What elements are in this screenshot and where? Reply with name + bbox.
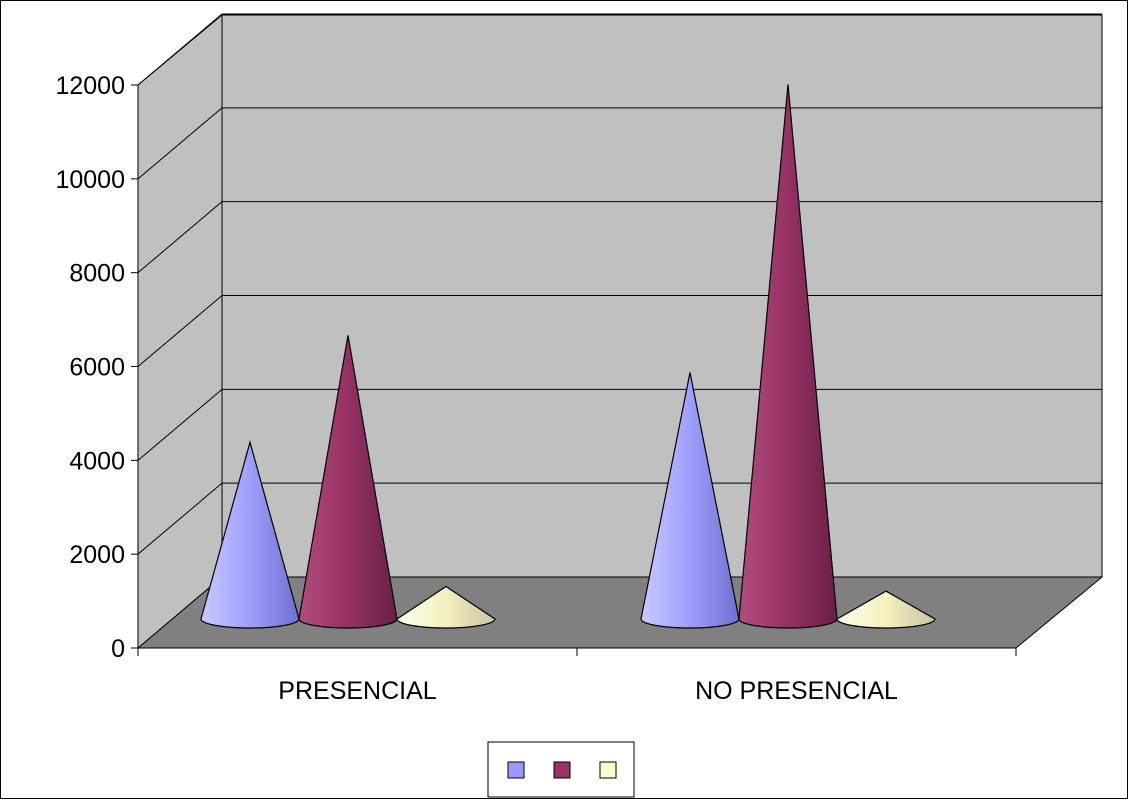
cones (200, 84, 936, 629)
gridline-side (137, 482, 223, 555)
cone-body (200, 440, 300, 629)
x-axis: PRESENCIAL NO PRESENCIAL (137, 648, 1017, 705)
cone-body (640, 372, 740, 629)
y-axis: 0 2000 4000 6000 8000 10000 12000 (55, 72, 138, 663)
legend-swatch (507, 761, 525, 779)
cone-body (396, 585, 496, 629)
y-tick-label: 12000 (55, 72, 125, 100)
y-tick-label: 8000 (69, 260, 125, 288)
cone-mark (396, 585, 496, 629)
cone-mark (640, 372, 740, 629)
gridline-side (137, 201, 223, 274)
cone-body (298, 335, 398, 629)
legend-swatch (599, 761, 617, 779)
gridline-side (137, 107, 223, 180)
cone-mark (298, 335, 398, 629)
cone-mark (738, 84, 838, 629)
legend (487, 741, 635, 798)
legend-swatch (553, 761, 571, 779)
y-tick-label: 0 (111, 635, 125, 663)
x-tick-label: PRESENCIAL (278, 677, 436, 705)
cone-mark (200, 440, 300, 629)
x-tick-label: NO PRESENCIAL (695, 677, 898, 705)
y-tick-label: 6000 (69, 354, 125, 382)
y-tick-label: 10000 (55, 166, 125, 194)
cone-body (836, 590, 936, 629)
gridline-side (137, 295, 223, 367)
cone-body (738, 84, 838, 629)
y-tick-label: 4000 (69, 447, 125, 475)
gridline-side (137, 388, 223, 461)
gridline-side (137, 13, 223, 86)
y-tick-label: 2000 (69, 541, 125, 569)
cone-mark (836, 590, 936, 629)
